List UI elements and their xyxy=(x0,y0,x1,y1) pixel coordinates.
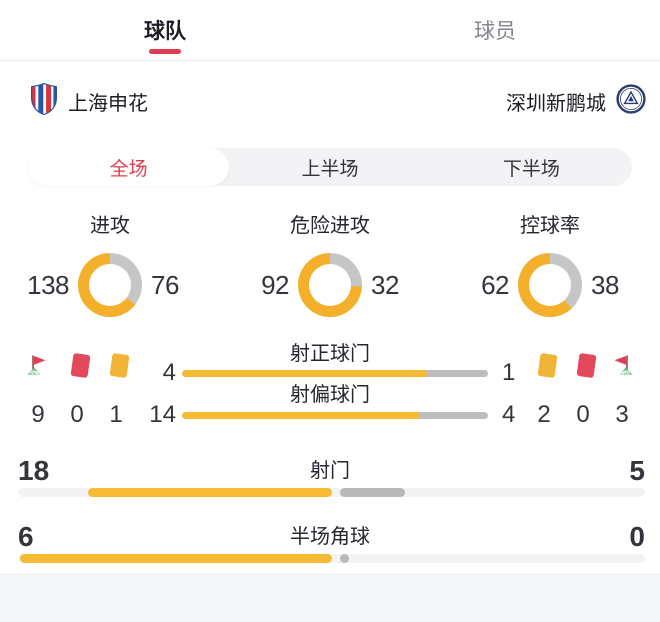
shots-on-target-home-value: 4 xyxy=(162,359,176,386)
donut-hole xyxy=(529,264,571,306)
dangerous-attacks-home-value: 92 xyxy=(261,269,289,300)
away-team-crest-icon xyxy=(616,83,646,119)
away-corner-flag-icon xyxy=(610,353,634,377)
donut-titles-row: 进攻 危险进攻 控球率 xyxy=(0,212,660,240)
home-team-crest-icon xyxy=(30,82,58,120)
period-selector: 全场 上半场 下半场 xyxy=(28,148,632,186)
possession-donut-chart xyxy=(518,253,582,317)
home-corner-count: 9 xyxy=(31,401,45,428)
shots-on-target-title: 射正球门 xyxy=(290,343,370,365)
half-corners-away-bar xyxy=(339,554,349,563)
shots-off-target-bar xyxy=(182,412,488,419)
tab-players-label: 球员 xyxy=(474,20,516,43)
shots-off-target-away-value: 4 xyxy=(502,401,516,428)
shots-bar xyxy=(18,488,645,497)
donut-hole xyxy=(309,264,351,306)
dangerous-attacks-title: 危险进攻 xyxy=(290,215,370,237)
shots-on-target-away-value: 1 xyxy=(502,359,516,386)
donut-charts-row: 138 76 92 32 62 38 xyxy=(0,250,660,320)
home-yellow-card-count: 1 xyxy=(109,401,123,428)
shots-on-target-bar xyxy=(182,370,488,377)
shots-away-bar xyxy=(339,488,406,497)
cards-and-shots-section: 射正球门 4 1 射偏球门 14 4 9 0 1 2 0 3 xyxy=(0,338,660,438)
top-tabbar: 球队 球员 xyxy=(0,0,660,61)
dangerous-attacks-donut-group: 92 32 xyxy=(220,250,440,320)
shots-off-target-home-value: 14 xyxy=(149,401,176,428)
home-red-card-count: 0 xyxy=(70,401,84,428)
shots-home-bar xyxy=(87,488,332,497)
bottom-stats-section: 18 射门 5 6 半场角球 0 xyxy=(0,450,660,573)
tab-players[interactable]: 球员 xyxy=(330,0,660,60)
attacks-title: 进攻 xyxy=(90,215,130,237)
away-red-card-count: 0 xyxy=(576,401,590,428)
segment-first-half[interactable]: 上半场 xyxy=(229,148,430,186)
bar-fill xyxy=(182,370,427,377)
half-corners-away-value: 0 xyxy=(629,521,645,552)
possession-away-value: 38 xyxy=(591,269,619,300)
team-header: 上海申花 深圳新鹏城 xyxy=(0,61,660,141)
tab-team[interactable]: 球队 xyxy=(0,0,330,60)
attacks-away-value: 76 xyxy=(151,269,179,300)
segment-second-label: 下半场 xyxy=(502,158,560,180)
away-team-name: 深圳新鹏城 xyxy=(506,92,606,115)
attacks-home-value: 138 xyxy=(27,269,69,300)
shots-title: 射门 xyxy=(310,460,350,482)
footer-band xyxy=(0,573,660,622)
away-team: 深圳新鹏城 xyxy=(506,83,646,119)
donut-hole xyxy=(89,264,131,306)
segment-full-match[interactable]: 全场 xyxy=(28,148,230,186)
attacks-donut-group: 138 76 xyxy=(0,250,220,320)
possession-title: 控球率 xyxy=(520,215,580,237)
shots-row: 18 射门 5 xyxy=(0,454,660,488)
dangerous-attacks-away-value: 32 xyxy=(371,269,399,300)
half-corners-bar xyxy=(18,554,645,563)
tab-team-label: 球队 xyxy=(144,20,186,43)
bar-fill xyxy=(182,412,420,419)
segment-second-half[interactable]: 下半场 xyxy=(431,148,632,186)
home-team-name: 上海申花 xyxy=(68,92,148,115)
half-corners-title: 半场角球 xyxy=(290,526,370,548)
possession-home-value: 62 xyxy=(481,269,509,300)
active-tab-indicator xyxy=(149,49,181,54)
attacks-donut-chart xyxy=(78,253,142,317)
dangerous-attacks-donut-chart xyxy=(298,253,362,317)
home-team: 上海申花 xyxy=(30,82,148,120)
shots-home-value: 18 xyxy=(18,455,50,486)
segment-first-label: 上半场 xyxy=(301,158,359,180)
possession-donut-group: 62 38 xyxy=(440,250,660,320)
half-corners-home-value: 6 xyxy=(18,521,34,552)
half-corners-home-bar xyxy=(20,554,332,563)
home-corner-flag-icon xyxy=(26,353,50,377)
shots-away-value: 5 xyxy=(629,455,645,486)
shots-off-target-title: 射偏球门 xyxy=(290,384,370,406)
half-corners-row: 6 半场角球 0 xyxy=(0,520,660,554)
segment-full-label: 全场 xyxy=(109,158,148,180)
away-corner-count: 3 xyxy=(615,401,629,428)
away-yellow-card-count: 2 xyxy=(537,401,551,428)
